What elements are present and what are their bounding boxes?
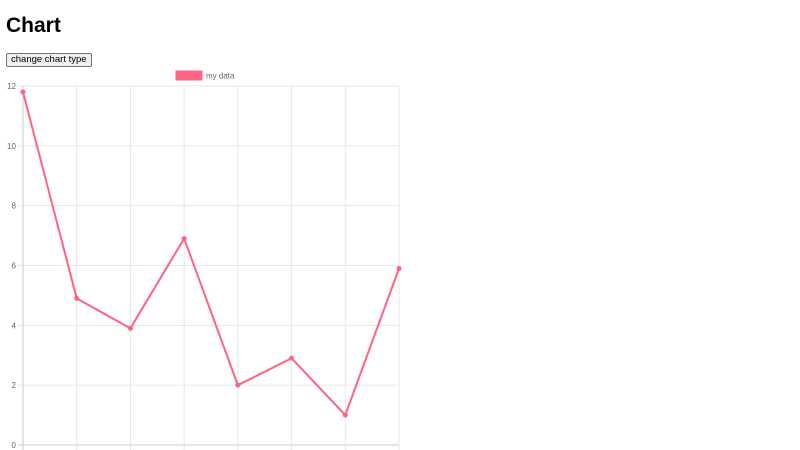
- grid: [18, 85, 400, 450]
- data-point[interactable]: [289, 355, 295, 361]
- data-point[interactable]: [342, 412, 348, 418]
- data-point[interactable]: [396, 265, 402, 271]
- series-line: [22, 91, 400, 417]
- y-tick-label: 8: [12, 202, 17, 211]
- data-point[interactable]: [181, 236, 187, 242]
- data-point[interactable]: [20, 89, 26, 95]
- data-point[interactable]: [235, 382, 241, 388]
- legend-swatch: [175, 70, 203, 81]
- page-title: Chart: [6, 14, 61, 37]
- data-point[interactable]: [74, 295, 80, 301]
- y-tick-label: 0: [12, 441, 17, 450]
- series-my-data: [20, 89, 402, 418]
- y-tick-label: 4: [12, 321, 17, 330]
- legend[interactable]: my data: [175, 70, 235, 81]
- y-tick-label: 6: [12, 262, 17, 271]
- y-axis-ticks: 0 2 4 6 8 10 12: [7, 82, 16, 450]
- change-chart-type-button[interactable]: change chart type: [6, 53, 92, 67]
- y-tick-label: 10: [7, 142, 16, 151]
- y-tick-label: 2: [12, 381, 17, 390]
- data-point[interactable]: [127, 325, 133, 331]
- y-tick-label: 12: [7, 82, 16, 91]
- legend-label: my data: [206, 72, 235, 81]
